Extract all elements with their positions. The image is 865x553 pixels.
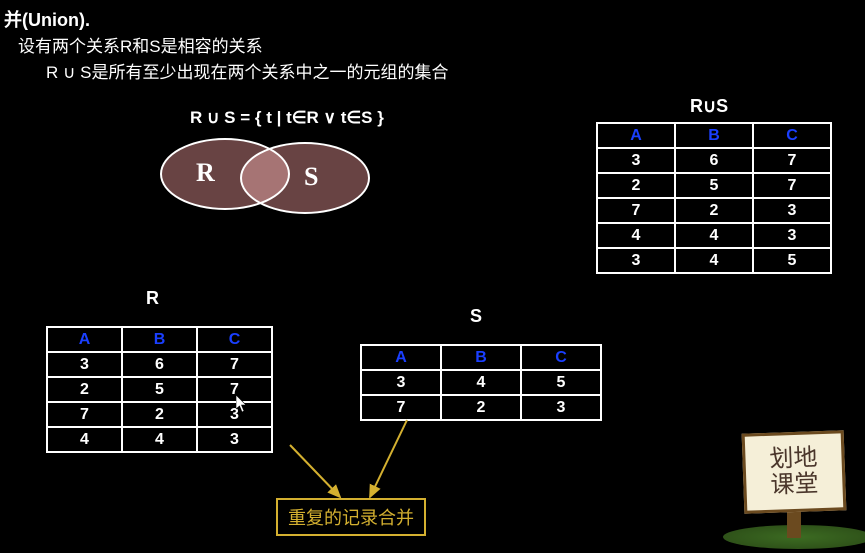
text-premise: 设有两个关系R和S是相容的关系	[18, 32, 263, 57]
table-cell: 2	[597, 173, 675, 198]
table-cell: 3	[597, 248, 675, 273]
table-cell: 5	[122, 377, 197, 402]
table-cell: 7	[197, 377, 272, 402]
sign-post	[787, 510, 801, 538]
text-definition: R ∪ S是所有至少出现在两个关系中之一的元组的集合	[46, 58, 449, 83]
table-header-cell: C	[521, 345, 601, 370]
venn-label-r: R	[196, 158, 215, 188]
table-row: 443	[47, 427, 272, 452]
formula-set-builder: R ∪ S = { t | t∈R ∨ t∈S }	[190, 108, 384, 128]
logo-sign: 划地 课堂	[729, 432, 859, 547]
table-cell: 7	[753, 173, 831, 198]
table-cell: 7	[47, 402, 122, 427]
table-row: 723	[597, 198, 831, 223]
table-r-title: R	[146, 288, 159, 309]
table-cell: 4	[675, 223, 753, 248]
table-cell: 5	[521, 370, 601, 395]
merge-caption: 重复的记录合并	[276, 498, 426, 536]
table-cell: 5	[753, 248, 831, 273]
table-r: ABC367257723443	[46, 326, 273, 453]
table-row: 257	[597, 173, 831, 198]
table-cell: 4	[441, 370, 521, 395]
sign-line1: 划地	[769, 445, 818, 473]
table-cell: 7	[753, 148, 831, 173]
table-cell: 7	[361, 395, 441, 420]
sign-board: 划地 课堂	[742, 430, 847, 514]
table-cell: 2	[675, 198, 753, 223]
cursor-icon	[236, 395, 248, 413]
table-cell: 5	[675, 173, 753, 198]
table-cell: 2	[47, 377, 122, 402]
table-header-cell: B	[675, 123, 753, 148]
table-cell: 6	[122, 352, 197, 377]
table-cell: 3	[521, 395, 601, 420]
table-cell: 3	[47, 352, 122, 377]
table-cell: 3	[753, 223, 831, 248]
table-cell: 3	[361, 370, 441, 395]
table-row: 443	[597, 223, 831, 248]
table-rs-title: R∪S	[690, 96, 728, 117]
table-cell: 3	[753, 198, 831, 223]
table-cell: 2	[441, 395, 521, 420]
table-cell: 4	[597, 223, 675, 248]
table-cell: 4	[47, 427, 122, 452]
sign-line2: 课堂	[770, 471, 819, 499]
table-header-cell: A	[47, 327, 122, 352]
table-cell: 6	[675, 148, 753, 173]
table-cell: 3	[197, 427, 272, 452]
table-header-cell: A	[597, 123, 675, 148]
table-cell: 4	[122, 427, 197, 452]
table-s: ABC345723	[360, 344, 602, 421]
venn-label-s: S	[304, 162, 318, 192]
table-row: 367	[47, 352, 272, 377]
heading-union: 并(Union).	[4, 6, 90, 32]
table-row: 367	[597, 148, 831, 173]
table-cell: 3	[597, 148, 675, 173]
table-cell: 7	[597, 198, 675, 223]
table-header-cell: C	[197, 327, 272, 352]
table-s-title: S	[470, 306, 482, 327]
venn-diagram: R S	[160, 138, 380, 218]
table-row: 345	[361, 370, 601, 395]
table-cell: 7	[197, 352, 272, 377]
table-cell: 4	[675, 248, 753, 273]
table-cell: 2	[122, 402, 197, 427]
table-header-cell: C	[753, 123, 831, 148]
table-row: 345	[597, 248, 831, 273]
table-header-cell: B	[441, 345, 521, 370]
table-cell: 3	[197, 402, 272, 427]
table-header-cell: B	[122, 327, 197, 352]
table-rs: ABC367257723443345	[596, 122, 832, 274]
table-header-cell: A	[361, 345, 441, 370]
table-row: 723	[361, 395, 601, 420]
